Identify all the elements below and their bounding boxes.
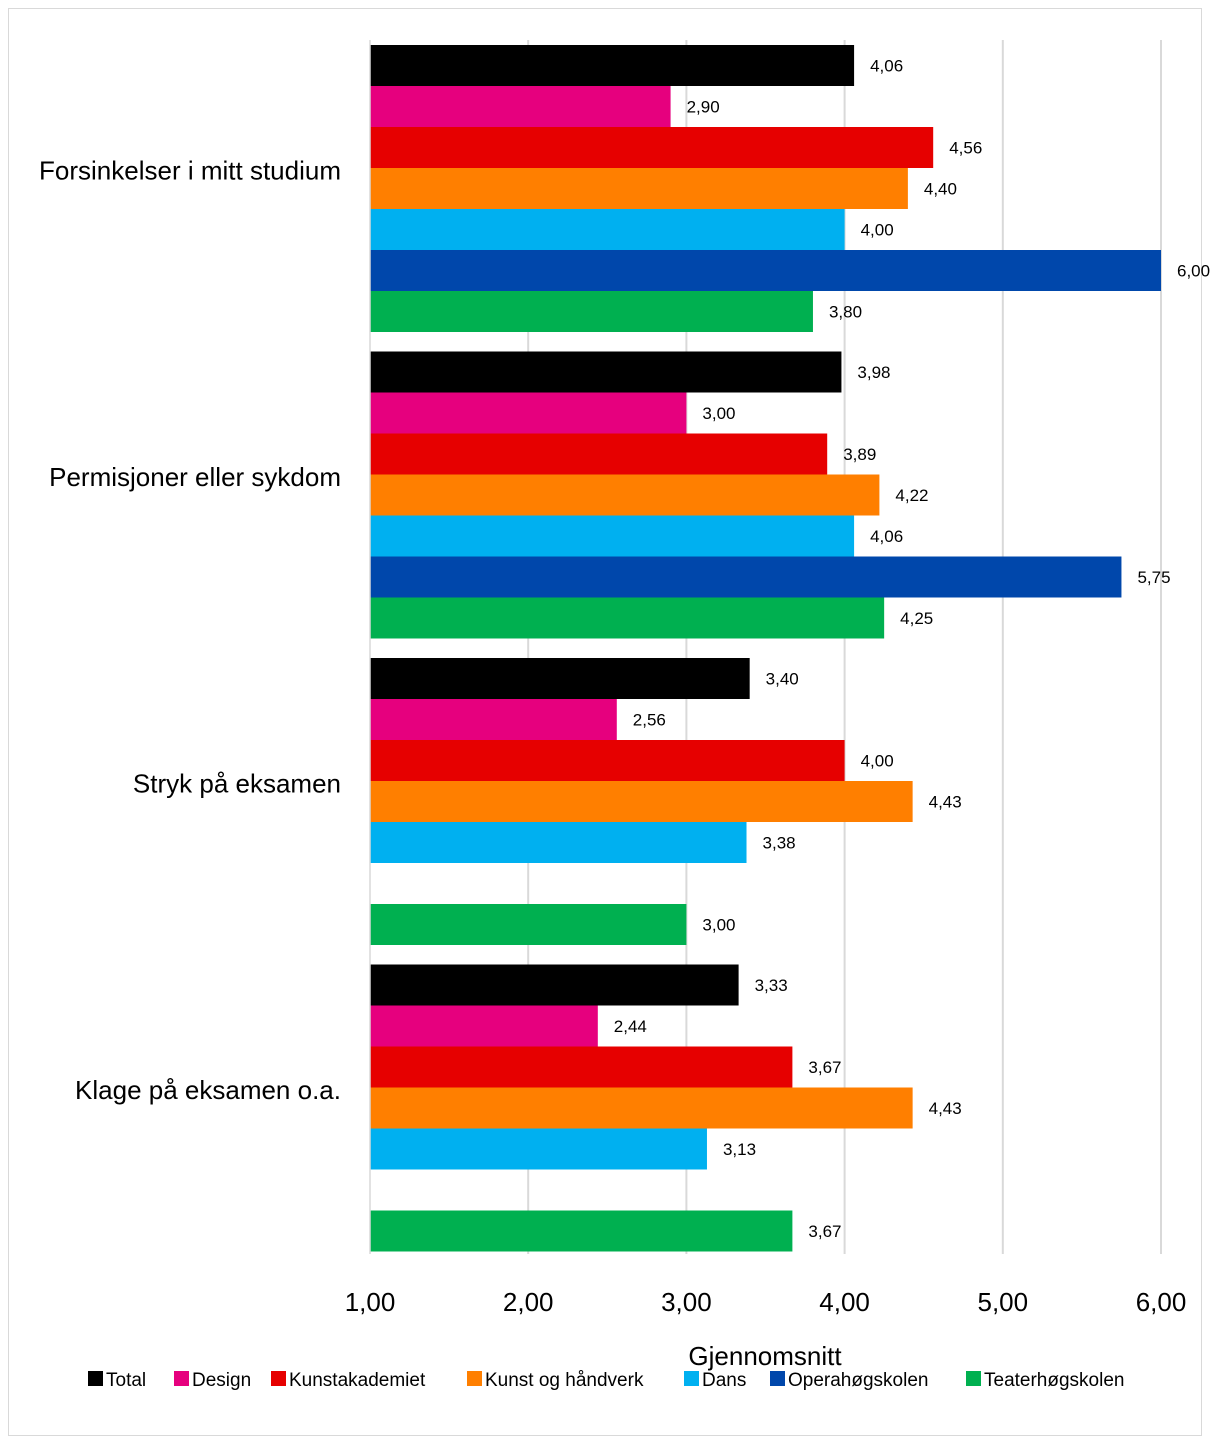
bar-design-0: [370, 86, 671, 127]
legend-entry: Dans: [702, 1370, 746, 1391]
data-label: 2,56: [633, 711, 666, 730]
legend-swatch-total: [88, 1371, 103, 1386]
x-tick-label: 3,00: [661, 1287, 712, 1317]
bar-kunstakademiet-0: [370, 127, 934, 168]
bar-total-3: [370, 964, 739, 1006]
data-label: 4,06: [870, 57, 903, 76]
data-label: 3,67: [808, 1222, 841, 1241]
legend-swatch-design: [174, 1371, 189, 1386]
data-label: 3,67: [808, 1058, 841, 1077]
bar-design-1: [370, 392, 687, 434]
bar-total-2: [370, 658, 750, 699]
x-tick-label: 5,00: [977, 1287, 1028, 1317]
data-label: 4,40: [924, 180, 957, 199]
data-label: 4,25: [900, 609, 933, 628]
data-label: 3,38: [763, 834, 796, 853]
bar-kunstakademiet-3: [370, 1046, 793, 1088]
data-label: 3,13: [723, 1140, 756, 1159]
data-label: 3,40: [766, 670, 799, 689]
bar-operahøgskolen-0: [370, 250, 1161, 291]
bar-dans-2: [370, 822, 747, 863]
bar-teaterhøgskolen-1: [370, 597, 885, 639]
x-tick-label: 2,00: [503, 1287, 554, 1317]
bar-kunst-og-håndverk-2: [370, 781, 913, 822]
data-label: 4,43: [929, 793, 962, 812]
legend-entry: Operahøgskolen: [788, 1370, 928, 1391]
data-label: 4,06: [870, 527, 903, 546]
x-tick-label: 4,00: [819, 1287, 870, 1317]
category-label: Permisjoner eller sykdom: [49, 462, 341, 492]
data-label: 4,43: [929, 1099, 962, 1118]
data-label: 3,00: [702, 916, 735, 935]
x-tick-label: 1,00: [345, 1287, 396, 1317]
bar-dans-1: [370, 515, 855, 557]
bar-total-1: [370, 351, 842, 393]
bar-kunst-og-håndverk-3: [370, 1087, 913, 1129]
data-label: 4,00: [861, 752, 894, 771]
data-label: 2,90: [687, 98, 720, 117]
bar-kunstakademiet-2: [370, 740, 845, 781]
bar-total-0: [370, 45, 855, 86]
x-axis-title: Gjennomsnitt: [688, 1341, 842, 1371]
legend-swatch-kunstakademiet: [271, 1371, 286, 1386]
bar-teaterhøgskolen-3: [370, 1210, 793, 1252]
bar-dans-0: [370, 209, 845, 250]
bar-design-3: [370, 1005, 598, 1047]
bar-kunstakademiet-1: [370, 433, 828, 475]
category-label: Forsinkelser i mitt studium: [39, 156, 341, 186]
bar-kunst-og-håndverk-1: [370, 474, 880, 516]
category-label: Stryk på eksamen: [133, 769, 341, 799]
legend-swatch-operahøgskolen: [770, 1371, 785, 1386]
legend-swatch-kunst-og-håndverk: [467, 1371, 482, 1386]
bar-teaterhøgskolen-2: [370, 904, 687, 945]
bar-dans-3: [370, 1128, 707, 1170]
data-label: 6,00: [1177, 262, 1210, 281]
bar-kunst-og-håndverk-0: [370, 168, 908, 209]
legend-entry: Design: [192, 1370, 251, 1391]
data-label: 4,22: [895, 486, 928, 505]
data-label: 3,89: [843, 445, 876, 464]
data-label: 4,56: [949, 139, 982, 158]
data-label: 2,44: [614, 1017, 647, 1036]
data-label: 3,00: [702, 404, 735, 423]
x-tick-label: 6,00: [1136, 1287, 1187, 1317]
data-label: 3,98: [857, 363, 890, 382]
bar-design-2: [370, 699, 617, 740]
legend-entry: Teaterhøgskolen: [984, 1370, 1124, 1391]
data-label: 3,80: [829, 303, 862, 322]
legend-swatch-teaterhøgskolen: [966, 1371, 981, 1386]
legend-swatch-dans: [684, 1371, 699, 1386]
legend-entry: Total: [106, 1370, 146, 1391]
legend-entry: Kunstakademiet: [289, 1370, 426, 1391]
category-label: Klage på eksamen o.a.: [75, 1075, 341, 1105]
bar-teaterhøgskolen-0: [370, 291, 813, 332]
bar-operahøgskolen-1: [370, 556, 1122, 598]
data-label: 4,00: [861, 221, 894, 240]
data-label: 5,75: [1137, 568, 1170, 587]
data-label: 3,33: [755, 976, 788, 995]
legend-entry: Kunst og håndverk: [485, 1370, 644, 1391]
